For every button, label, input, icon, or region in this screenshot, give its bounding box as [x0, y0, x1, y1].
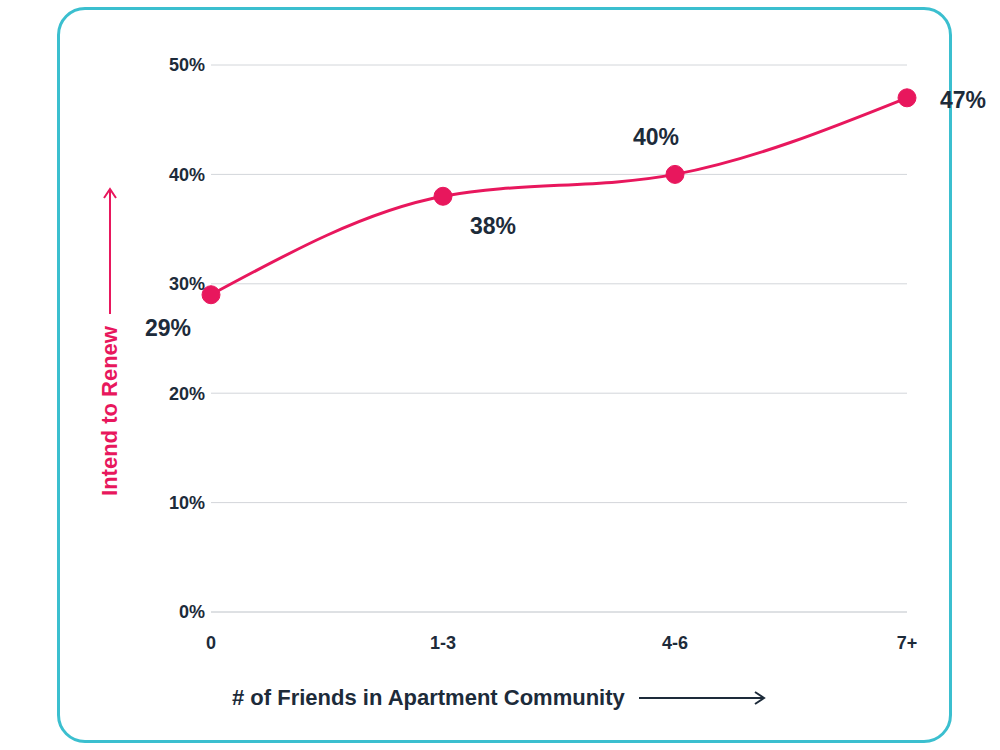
html-text:# of Friends in Apartment Comm: # of Friends in Apartment Community — [232, 685, 625, 710]
svg-text:40%: 40% — [169, 165, 205, 185]
svg-text:30%: 30% — [169, 274, 205, 294]
svg-text:40%: 40% — [633, 124, 679, 150]
svg-text:47%: 47% — [940, 87, 986, 113]
svg-text:38%: 38% — [470, 213, 516, 239]
svg-text:10%: 10% — [169, 493, 205, 513]
svg-text:0: 0 — [206, 633, 216, 653]
html-text:Intend to Renew: Intend to Renew — [97, 326, 122, 496]
svg-text:20%: 20% — [169, 384, 205, 404]
svg-text:7+: 7+ — [897, 633, 918, 653]
svg-text:0%: 0% — [179, 602, 205, 622]
svg-text:1-3: 1-3 — [430, 633, 456, 653]
svg-text:50%: 50% — [169, 55, 205, 75]
svg-text:29%: 29% — [145, 315, 191, 341]
svg-text:4-6: 4-6 — [662, 633, 688, 653]
